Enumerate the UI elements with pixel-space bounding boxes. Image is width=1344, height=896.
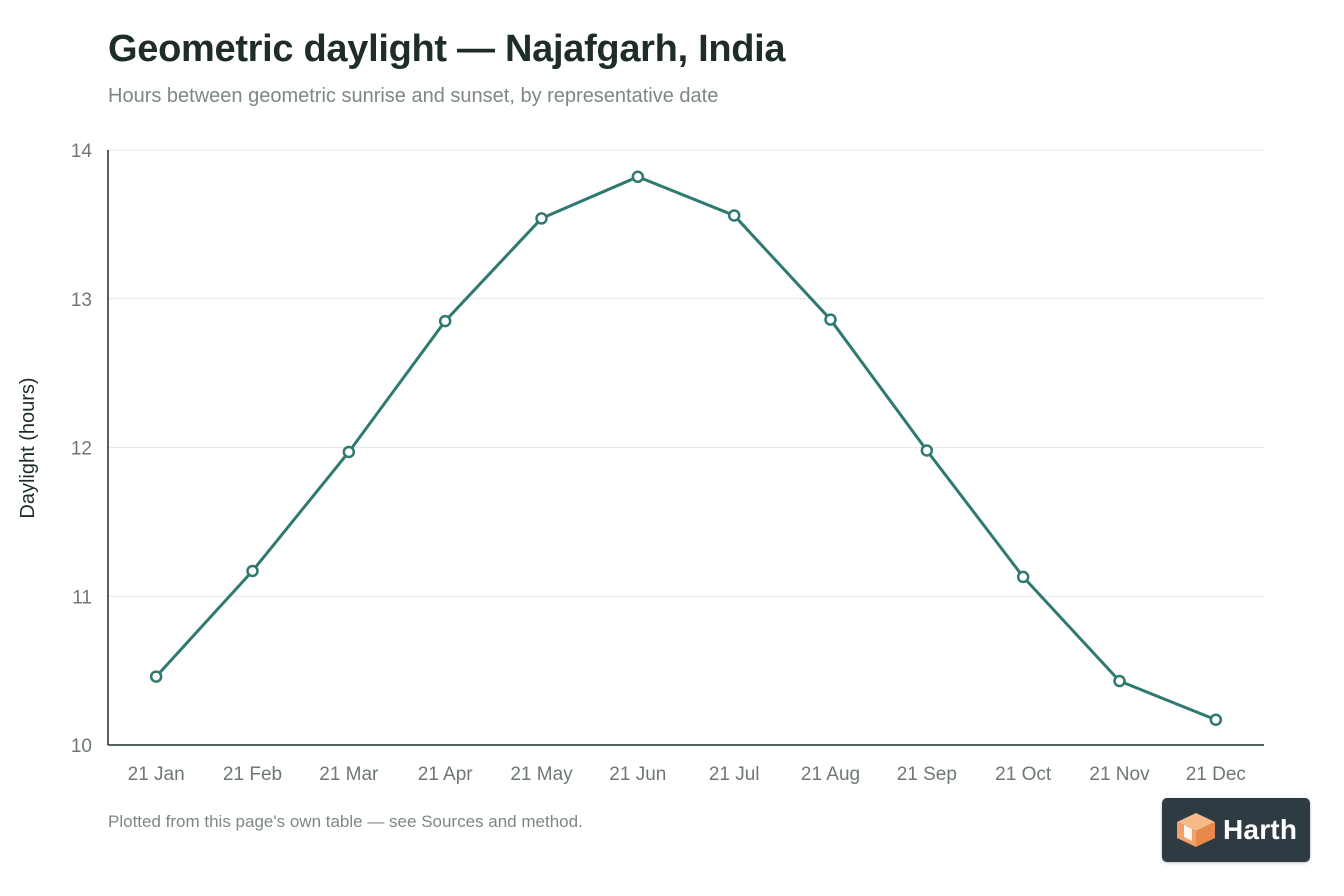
data-point[interactable] <box>1209 713 1223 726</box>
data-point[interactable] <box>535 212 548 225</box>
data-point[interactable] <box>920 444 934 457</box>
logo-text: Harth <box>1223 814 1298 845</box>
axes <box>107 150 1264 746</box>
x-tick-label: 21 Aug <box>801 764 860 785</box>
x-tick-label: 21 Nov <box>1089 764 1150 785</box>
series <box>149 170 1223 726</box>
data-point[interactable] <box>727 209 741 222</box>
x-tick-label: 21 Jun <box>609 764 666 785</box>
x-tick-label: 21 Dec <box>1186 764 1246 785</box>
data-point[interactable] <box>1113 674 1126 688</box>
x-tick-label: 21 Apr <box>418 764 474 785</box>
y-axis-label: Daylight (hours) <box>17 377 39 518</box>
x-tick-label: 21 Jan <box>128 764 185 785</box>
chart-subtitle: Hours between geometric sunrise and suns… <box>108 85 719 107</box>
data-point[interactable] <box>246 564 259 578</box>
series-line <box>154 175 1218 722</box>
y-tick-labels: 10 11 12 13 14 <box>71 141 93 757</box>
chart-title: Geometric daylight — Najafgarh, India <box>108 28 786 70</box>
data-point[interactable] <box>149 670 163 683</box>
data-point[interactable] <box>342 445 356 459</box>
data-point[interactable] <box>1016 570 1030 584</box>
grid-lines <box>108 149 1264 597</box>
y-tick-label: 12 <box>71 439 92 460</box>
x-tick-label: 21 Feb <box>223 764 282 785</box>
brand-logo[interactable]: Harth <box>1162 798 1310 862</box>
cube-logo-icon <box>1177 813 1215 847</box>
data-point[interactable] <box>631 170 645 184</box>
y-tick-label: 10 <box>71 736 92 757</box>
x-tick-labels: 21 Jan 21 Feb 21 Mar 21 Apr 21 May 21 Jun 21 J… <box>128 764 1246 785</box>
x-tick-label: 21 Jul <box>709 764 760 785</box>
y-tick-label: 14 <box>71 141 93 162</box>
y-tick-label: 13 <box>71 290 92 311</box>
x-tick-label: 21 Sep <box>897 764 957 785</box>
y-tick-label: 11 <box>72 587 92 608</box>
x-tick-label: 21 May <box>510 764 573 785</box>
data-point[interactable] <box>824 313 837 326</box>
footnote: Plotted from this page's own table — see… <box>108 812 583 831</box>
x-tick-label: 21 Oct <box>995 764 1052 785</box>
data-point[interactable] <box>438 314 452 328</box>
x-tick-label: 21 Mar <box>319 764 379 785</box>
